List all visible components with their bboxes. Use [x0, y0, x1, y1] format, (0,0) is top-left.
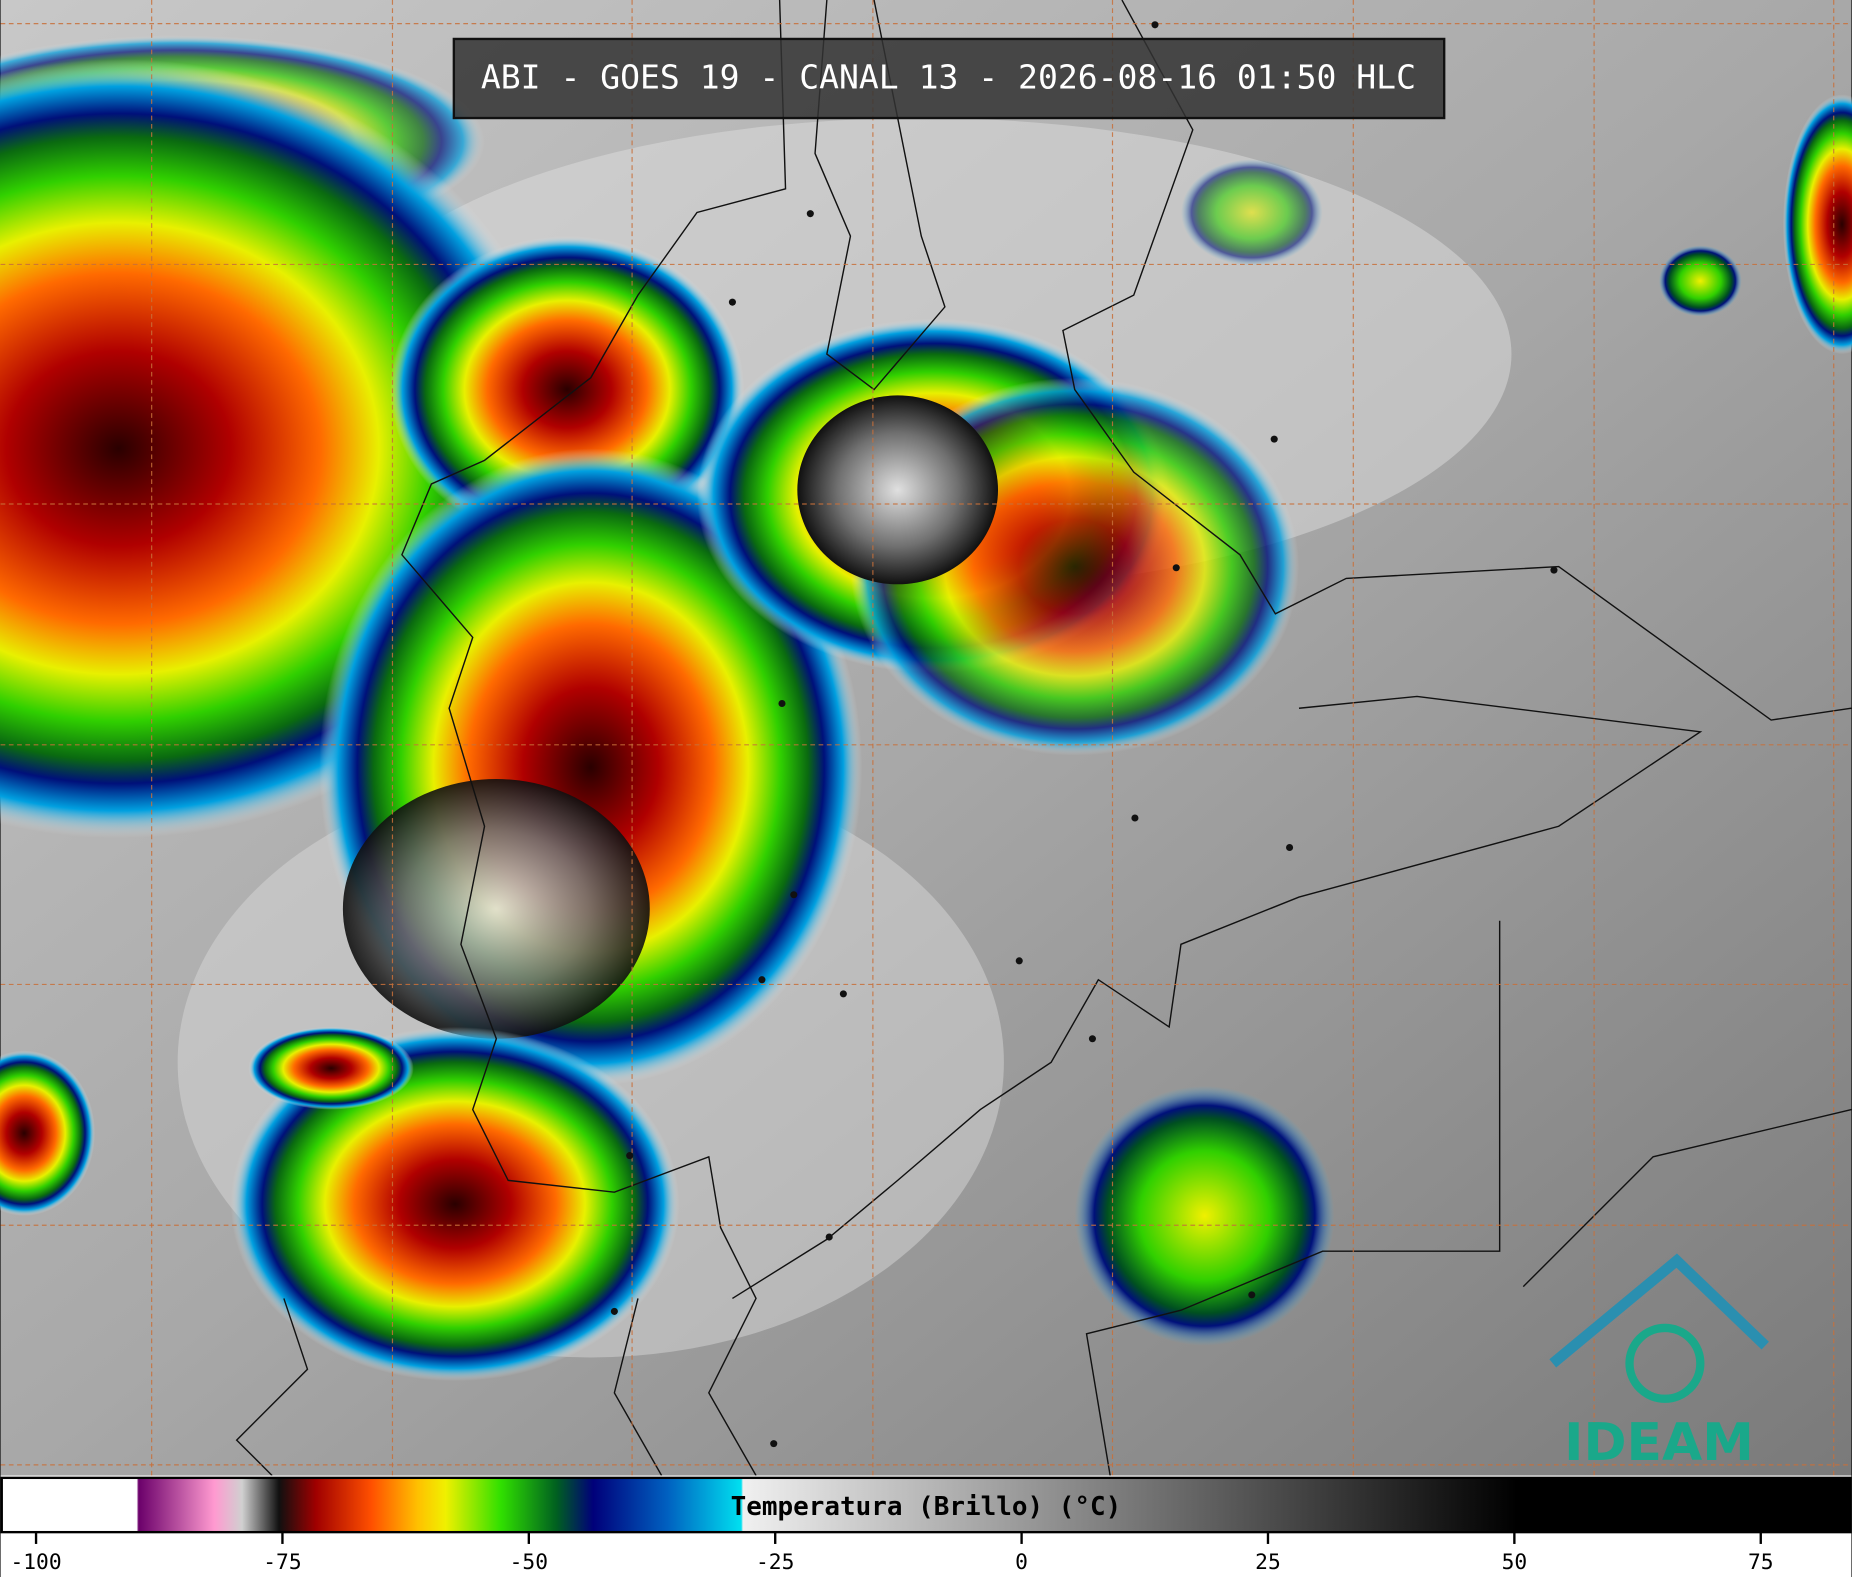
- clouds: [0, 35, 1852, 1382]
- tick-label: -100: [10, 1550, 61, 1575]
- colorbar-label: Temperatura (Brillo) (°C): [731, 1492, 1122, 1522]
- lat-lon-grid: [0, 0, 1852, 1476]
- colorbar: [0, 1476, 1852, 1534]
- tick-label: -75: [263, 1550, 301, 1575]
- tick-label: 75: [1748, 1550, 1774, 1575]
- colorbar-ticks: -100 -75 -50 -25 0 25 50 75: [10, 1532, 1774, 1575]
- borders: [235, 0, 1852, 1476]
- title-box: ABI - GOES 19 - CANAL 13 - 2026-08-16 01…: [452, 37, 1446, 120]
- tick-label: 0: [1015, 1550, 1028, 1575]
- tick-label: -50: [510, 1550, 548, 1575]
- title: ABI - GOES 19 - CANAL 13 - 2026-08-16 01…: [481, 58, 1416, 97]
- city-dots: [610, 21, 1558, 1448]
- logo-text: IDEAM: [1564, 1413, 1754, 1473]
- tick-label: -25: [756, 1550, 794, 1575]
- tick-label: 50: [1502, 1550, 1528, 1575]
- logo: IDEAM: [1549, 1253, 1769, 1473]
- tick-label: 25: [1255, 1550, 1281, 1575]
